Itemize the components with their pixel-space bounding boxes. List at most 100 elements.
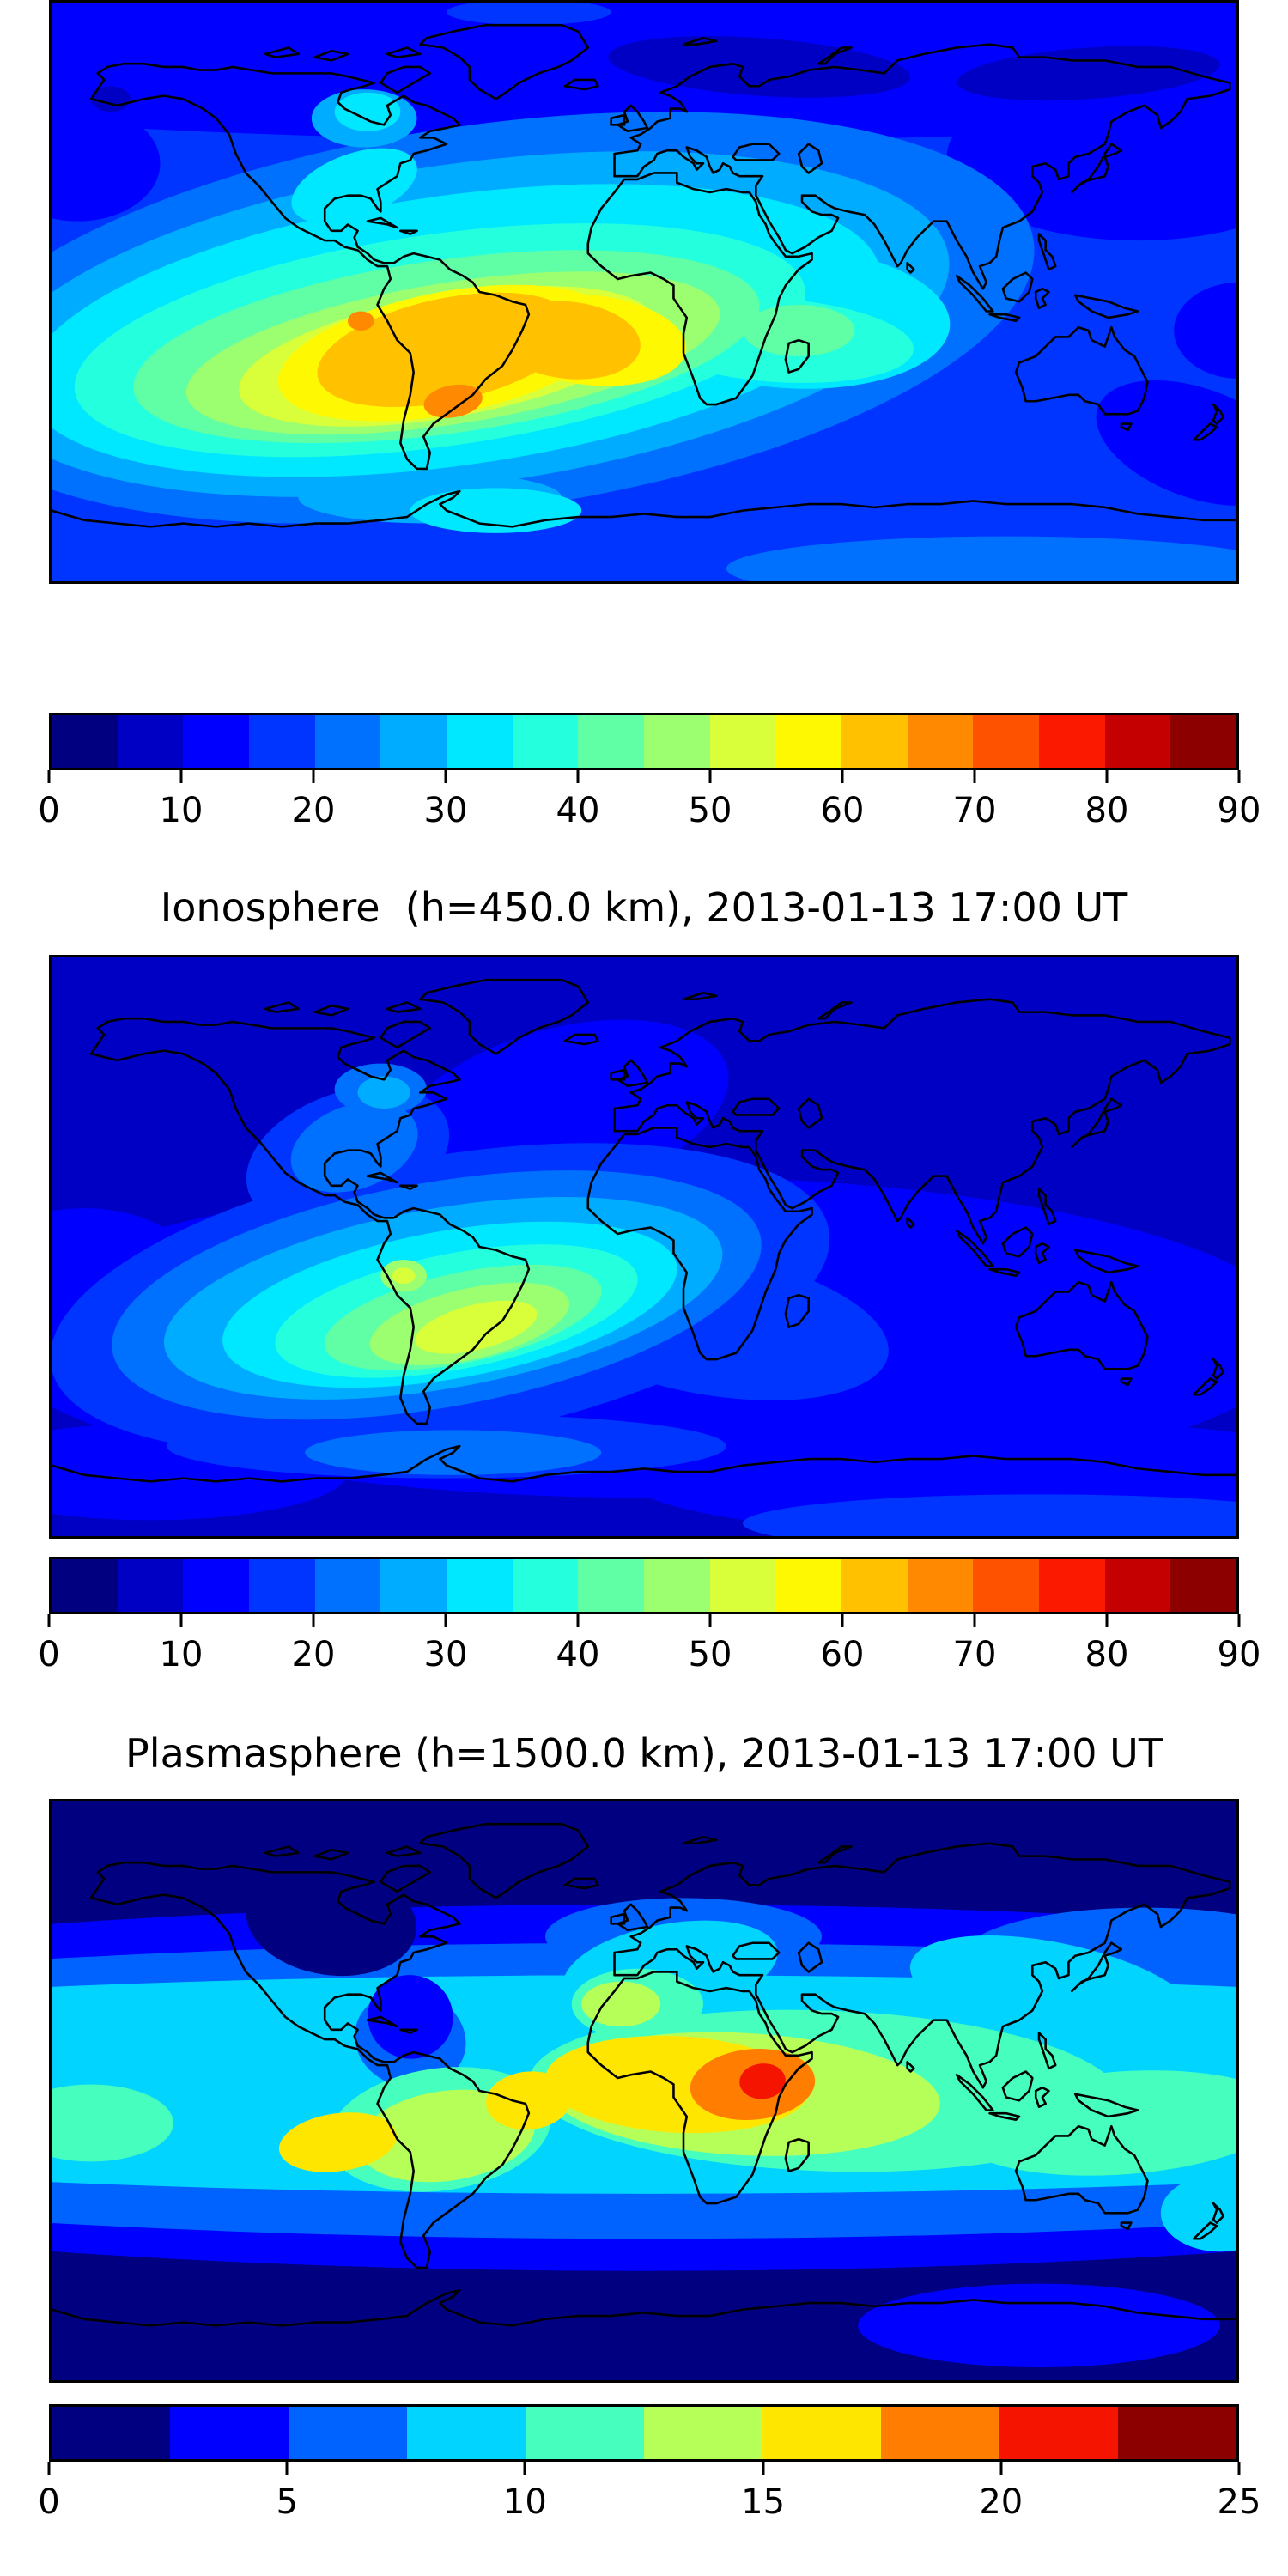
colorbar-segment <box>1170 715 1237 768</box>
colorbar-segment <box>289 2407 407 2459</box>
colorbar-segment <box>973 1559 1040 1612</box>
colorbar-segment <box>999 2407 1118 2459</box>
colorbar-tick-label: 40 <box>556 791 600 830</box>
colorbar-tick-label: 5 <box>276 2482 298 2522</box>
colorbar-tick-label: 90 <box>1217 791 1261 830</box>
colorbar-tick-label: 25 <box>1217 2482 1261 2522</box>
colorbar-segment <box>52 715 118 768</box>
colorbar-segment <box>644 1559 710 1612</box>
colorbar-segment <box>249 715 315 768</box>
colorbar-segment <box>1039 1559 1105 1612</box>
colorbar-ionosphere <box>49 1557 1239 1614</box>
colorbar-tick-label: 60 <box>820 791 865 830</box>
colorbar-tick-mark <box>708 770 712 783</box>
colorbar-tick-mark <box>762 2462 765 2475</box>
colorbar-tick-mark <box>1237 1614 1241 1627</box>
contour-bands <box>52 1865 1236 2368</box>
colorbar-segment <box>447 715 513 768</box>
colorbar-segment <box>117 715 184 768</box>
colorbar-tick-label: 80 <box>1084 791 1129 830</box>
colorbar-tick-mark <box>312 1614 315 1627</box>
colorbar-tick-mark <box>1237 2462 1241 2475</box>
colorbar-segment <box>380 715 447 768</box>
colorbar-segment <box>973 715 1040 768</box>
colorbar-combined <box>49 713 1239 770</box>
colorbar-segment <box>52 2407 170 2459</box>
colorbar-tick-label: 70 <box>952 1635 997 1674</box>
colorbar-labels-combined: 0 10 20 30 40 50 60 70 80 90 <box>38 791 1261 834</box>
colorbar-tick-mark <box>973 770 976 783</box>
colorbar-segment <box>183 715 250 768</box>
colorbar-tick-label: 0 <box>38 1635 60 1674</box>
colorbar-tick-label: 30 <box>423 1635 468 1674</box>
colorbar-tick-mark <box>47 770 51 783</box>
colorbar-segment <box>881 2407 999 2459</box>
colorbar-ticks-plasmasphere <box>47 2462 1241 2476</box>
colorbar-labels-ionosphere: 0 10 20 30 40 50 60 70 80 90 <box>38 1635 1261 1678</box>
colorbar-tick-mark <box>841 770 844 783</box>
coastlines <box>52 978 1236 1483</box>
colorbar-tick-mark <box>708 1614 712 1627</box>
colorbar-tick-mark <box>1105 770 1109 783</box>
colorbar-tick-mark <box>523 2462 526 2475</box>
colorbar-tick-mark <box>444 770 447 783</box>
world-tec-map-combined <box>49 0 1239 584</box>
colorbar-tick-mark <box>1105 1614 1109 1627</box>
contour-bands <box>52 1019 1236 1536</box>
colorbar-segment <box>775 715 842 768</box>
colorbar-segment <box>709 1559 776 1612</box>
colorbar-segment <box>183 1559 250 1612</box>
colorbar-labels-plasmasphere: 0 5 10 15 20 25 <box>38 2482 1261 2525</box>
colorbar-segment <box>762 2407 881 2459</box>
colorbar-tick-mark <box>179 1614 183 1627</box>
colorbar-ticks-ionosphere <box>47 1614 1241 1628</box>
colorbar-segment <box>1104 715 1171 768</box>
colorbar-tick-mark <box>576 770 580 783</box>
colorbar-segment <box>1039 715 1105 768</box>
colorbar-segment <box>841 715 908 768</box>
world-tec-map-plasmasphere <box>49 1799 1239 2383</box>
colorbar-tick-mark <box>444 1614 447 1627</box>
colorbar-segment <box>709 715 776 768</box>
world-tec-map-ionosphere <box>49 955 1239 1539</box>
colorbar-tick-label: 70 <box>952 791 997 830</box>
colorbar-segment <box>775 1559 842 1612</box>
colorbar-plasmasphere <box>49 2404 1239 2462</box>
colorbar-tick-mark <box>285 2462 289 2475</box>
colorbar-tick-mark <box>999 2462 1003 2475</box>
colorbar-tick-label: 50 <box>688 791 732 830</box>
colorbar-ticks-combined <box>47 770 1241 784</box>
colorbar-segment <box>249 1559 315 1612</box>
colorbar-segment <box>447 1559 513 1612</box>
colorbar-tick-label: 20 <box>291 791 336 830</box>
colorbar-segment <box>170 2407 289 2459</box>
colorbar-tick-mark <box>312 770 315 783</box>
coastlines <box>52 1822 1236 2327</box>
colorbar-tick-label: 10 <box>159 791 204 830</box>
colorbar-segment <box>578 1559 645 1612</box>
colorbar-segment <box>907 715 974 768</box>
colorbar-tick-mark <box>47 2462 51 2475</box>
colorbar-segment <box>1170 1559 1237 1612</box>
colorbar-segment <box>314 715 381 768</box>
colorbar-tick-mark <box>841 1614 844 1627</box>
colorbar-segment <box>578 715 645 768</box>
colorbar-tick-label: 80 <box>1084 1635 1129 1674</box>
colorbar-tick-label: 90 <box>1217 1635 1261 1674</box>
colorbar-tick-mark <box>47 1614 51 1627</box>
colorbar-tick-mark <box>179 770 183 783</box>
colorbar-segment <box>117 1559 184 1612</box>
colorbar-segment <box>512 1559 579 1612</box>
colorbar-tick-label: 10 <box>159 1635 204 1674</box>
colorbar-tick-label: 0 <box>38 791 60 830</box>
colorbar-segment <box>52 1559 118 1612</box>
colorbar-tick-label: 20 <box>291 1635 336 1674</box>
colorbar-tick-label: 15 <box>741 2482 786 2522</box>
panel-title-ionosphere: Ionosphere (h=450.0 km), 2013-01-13 17:0… <box>160 884 1128 931</box>
colorbar-tick-label: 50 <box>688 1635 732 1674</box>
colorbar-segment <box>512 715 579 768</box>
colorbar-tick-label: 30 <box>423 791 468 830</box>
colorbar-segment <box>644 2407 762 2459</box>
colorbar-tick-label: 40 <box>556 1635 600 1674</box>
panel-title-plasmasphere: Plasmasphere (h=1500.0 km), 2013-01-13 1… <box>125 1730 1163 1777</box>
